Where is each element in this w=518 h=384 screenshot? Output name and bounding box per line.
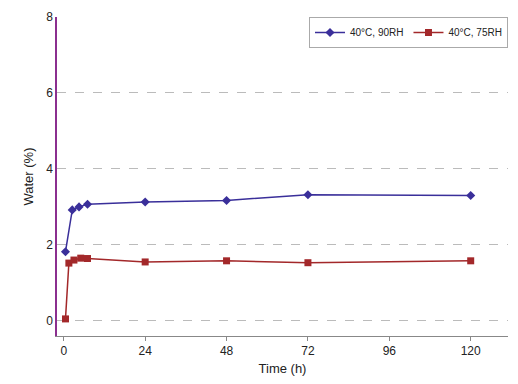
svg-text:0: 0 <box>60 344 67 358</box>
svg-text:24: 24 <box>138 344 152 358</box>
svg-text:48: 48 <box>220 344 234 358</box>
svg-text:96: 96 <box>383 344 397 358</box>
svg-text:120: 120 <box>461 344 481 358</box>
svg-text:4: 4 <box>46 162 53 176</box>
svg-text:8: 8 <box>46 10 53 24</box>
svg-text:40°C, 90RH: 40°C, 90RH <box>350 27 403 38</box>
svg-text:Water (%): Water (%) <box>21 147 36 205</box>
svg-text:2: 2 <box>46 238 53 252</box>
svg-text:0: 0 <box>46 314 53 328</box>
svg-text:72: 72 <box>301 344 315 358</box>
svg-text:6: 6 <box>46 86 53 100</box>
svg-text:40°C, 75RH: 40°C, 75RH <box>448 27 501 38</box>
svg-text:Time (h): Time (h) <box>259 361 307 376</box>
